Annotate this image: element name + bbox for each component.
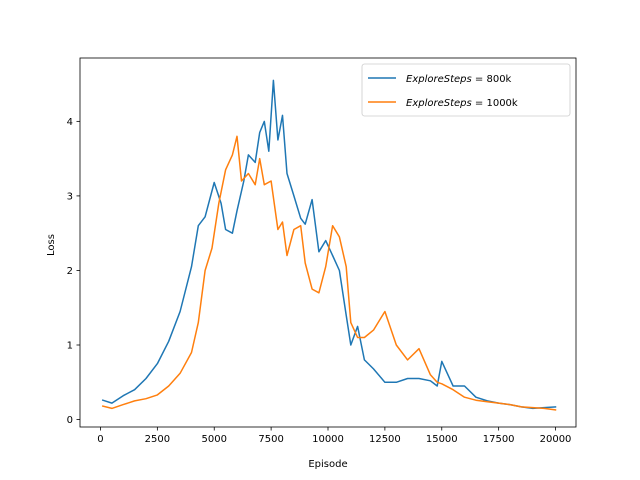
x-tick-label: 10000 [312,434,344,445]
x-tick-label: 15000 [426,434,458,445]
legend-box [361,63,571,117]
axes: 0 2500 5000 7500 10000 12500 15000 17500 20000 0 1… [67,57,577,445]
x-tick-label: 17500 [483,434,515,445]
y-tick-label: 1 [67,341,73,352]
plot-area [101,79,557,411]
y-tick-label: 0 [67,415,73,426]
x-axis-label: Episode [308,459,347,470]
legend-entry-2: ExploreSteps = 1000k [406,98,518,109]
legend-entry-1: ExploreSteps = 800k [406,74,512,85]
x-tick-label: 12500 [369,434,401,445]
y-tick-label: 2 [67,266,73,277]
y-tick-label: 3 [67,191,73,202]
series-line-2 [101,135,557,411]
y-axis-label: Loss [46,234,57,256]
x-tick-label: 0 [97,434,103,445]
x-tick-label: 5000 [202,434,227,445]
x-tick-label: 2500 [145,434,170,445]
x-tick-label: 20000 [540,434,572,445]
x-tick-label: 7500 [258,434,283,445]
series-line-1 [101,79,557,410]
legend: ExploreSteps = 800k ExploreSteps = 1000k [361,63,571,117]
y-tick-label: 4 [67,117,73,128]
